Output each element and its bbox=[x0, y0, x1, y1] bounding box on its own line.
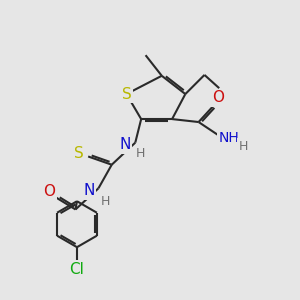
Text: H: H bbox=[136, 147, 145, 160]
Text: Cl: Cl bbox=[70, 262, 84, 277]
Text: N: N bbox=[119, 137, 131, 152]
Text: O: O bbox=[43, 184, 55, 199]
Text: S: S bbox=[122, 87, 131, 102]
Text: N: N bbox=[83, 183, 95, 198]
Text: NH: NH bbox=[219, 130, 240, 145]
Text: H: H bbox=[100, 195, 110, 208]
Text: H: H bbox=[239, 140, 248, 153]
Text: O: O bbox=[212, 90, 224, 105]
Text: S: S bbox=[74, 146, 84, 161]
